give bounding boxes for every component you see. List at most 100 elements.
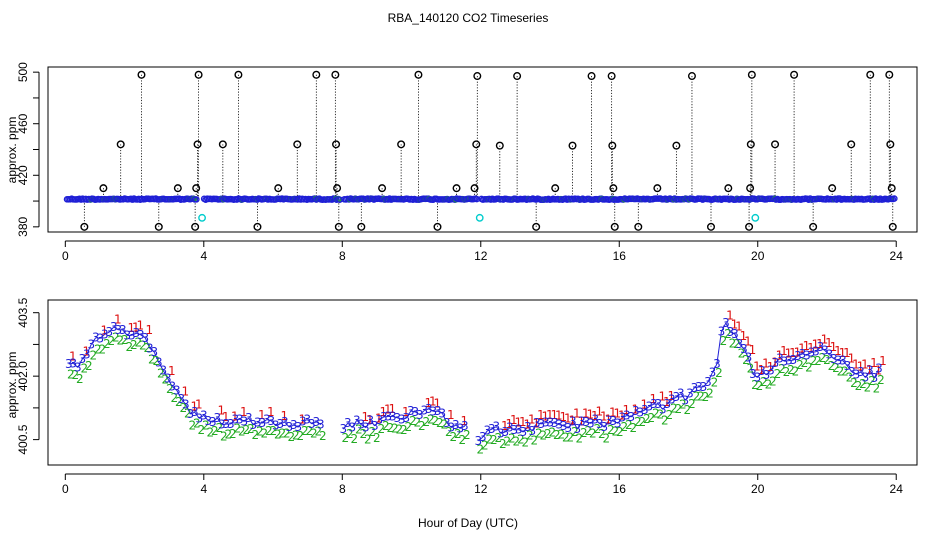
bottom-green-symbol: 2 (414, 416, 422, 430)
bottom-blue-symbol: 3 (276, 417, 284, 431)
bottom-red-symbol: 1 (515, 415, 523, 429)
bottom-connector (365, 420, 371, 428)
bottom-blue-symbol: 3 (794, 349, 802, 363)
bottom-green-symbol: 2 (495, 431, 503, 445)
bottom-red-symbol: 1 (623, 403, 631, 417)
bottom-red-symbol: 1 (857, 360, 865, 374)
bottom-blue-symbol: 3 (610, 414, 618, 428)
bottom-green-symbol: 2 (679, 397, 687, 411)
bottom-connector (527, 426, 533, 432)
bottom-connector (482, 430, 488, 438)
bottom-blue-symbol: 3 (475, 434, 483, 448)
bottom-connector (734, 333, 740, 344)
top-outlier-point (634, 222, 643, 231)
bottom-green-symbol: 2 (864, 381, 872, 395)
bottom-red-symbol: 1 (362, 410, 370, 424)
bottom-blue-symbol: 3 (601, 420, 609, 434)
bottom-blue-symbol: 3 (835, 354, 843, 368)
bottom-green-symbol: 2 (733, 337, 741, 351)
bottom-green-symbol: 2 (220, 429, 228, 443)
bottom-green-symbol: 2 (589, 426, 597, 440)
bottom-connector (743, 348, 749, 358)
bottom-green-symbol: 2 (364, 432, 372, 446)
bottom-green-symbol: 2 (571, 425, 579, 439)
bottom-connector (775, 358, 781, 364)
bottom-green-symbol: 2 (819, 351, 827, 365)
bottom-connector (676, 393, 682, 398)
bottom-green-symbol: 2 (715, 366, 723, 380)
bottom-green-symbol: 2 (238, 424, 246, 438)
bottom-connector (90, 337, 97, 345)
bottom-y-tick-label: 402.0 (16, 361, 30, 391)
bottom-red-symbol: 1 (866, 363, 874, 377)
bottom-green-symbol: 2 (432, 414, 440, 428)
bottom-green-symbol: 2 (648, 411, 656, 425)
bottom-red-symbol: 1 (542, 409, 550, 423)
bottom-green-symbol: 2 (675, 402, 683, 416)
bottom-green-symbol: 2 (310, 426, 318, 440)
bottom-green-symbol: 2 (166, 382, 174, 396)
bottom-connector (788, 359, 794, 362)
bottom-connector (244, 417, 250, 422)
bottom-blue-symbol: 3 (448, 421, 456, 435)
bottom-connector (851, 371, 857, 375)
bottom-connector (869, 370, 875, 379)
bottom-green-symbol: 2 (837, 364, 845, 378)
bottom-green-symbol: 2 (373, 431, 381, 445)
top-outlier-point (397, 140, 406, 149)
bottom-connector (230, 419, 236, 425)
bottom-green-symbol: 2 (517, 433, 525, 447)
bottom-blue-symbol: 3 (394, 411, 402, 425)
bottom-green-symbol: 2 (850, 376, 858, 390)
bottom-green-symbol: 2 (504, 435, 512, 449)
bottom-red-symbol: 1 (510, 413, 518, 427)
bottom-connector (586, 421, 592, 424)
top-baseline-series (63, 195, 898, 204)
bottom-connector (410, 410, 416, 413)
bottom-blue-symbol: 3 (619, 411, 627, 425)
bottom-blue-symbol: 3 (623, 408, 631, 422)
bottom-green-symbol: 2 (143, 341, 151, 355)
bottom-blue-symbol: 3 (839, 354, 847, 368)
bottom-blue-symbol: 3 (353, 413, 361, 427)
bottom-red-symbol: 1 (425, 396, 433, 410)
top-outlier-point (687, 72, 696, 81)
bottom-blue-symbol: 3 (407, 404, 415, 418)
bottom-connector (203, 414, 209, 422)
bottom-connector (626, 415, 632, 418)
bottom-blue-symbol: 3 (767, 363, 775, 377)
bottom-blue-symbol: 3 (866, 364, 874, 378)
bottom-green-symbol: 2 (134, 335, 142, 349)
bottom-blue-symbol: 3 (367, 414, 375, 428)
bottom-blue-symbol: 3 (862, 371, 870, 385)
bottom-connector (657, 403, 664, 410)
bottom-red-symbol: 1 (587, 407, 595, 421)
bottom-green-symbol: 2 (463, 428, 471, 442)
bottom-connector (590, 418, 596, 424)
bottom-connector (824, 350, 830, 356)
bottom-blue-symbol: 3 (200, 408, 208, 422)
top-outlier-point (414, 70, 423, 79)
bottom-red-symbol: 1 (231, 409, 239, 423)
bottom-blue-symbol: 3 (92, 331, 100, 345)
bottom-blue-symbol: 3 (114, 323, 122, 337)
bottom-connector (478, 436, 484, 442)
bottom-blue-symbol: 3 (691, 381, 699, 395)
bottom-green-symbol: 2 (769, 375, 777, 389)
bottom-blue-symbol: 3 (614, 416, 622, 430)
bottom-blue-symbol: 3 (209, 415, 217, 429)
bottom-connector (369, 420, 376, 427)
top-baseline-point (193, 196, 200, 203)
bottom-green-symbol: 2 (652, 407, 660, 421)
top-outlier-point (885, 70, 894, 79)
bottom-connector (680, 393, 686, 401)
top-x-tick-label: 24 (890, 249, 904, 263)
bottom-blue-symbol: 3 (186, 407, 194, 421)
bottom-green-symbol: 2 (688, 397, 696, 411)
bottom-blue-symbol: 3 (677, 387, 685, 401)
bottom-blue-symbol: 3 (745, 351, 753, 365)
top-outlier-point (888, 222, 897, 231)
bottom-blue-symbol: 3 (159, 364, 167, 378)
bottom-connector (716, 331, 722, 365)
bottom-connector (419, 410, 425, 416)
